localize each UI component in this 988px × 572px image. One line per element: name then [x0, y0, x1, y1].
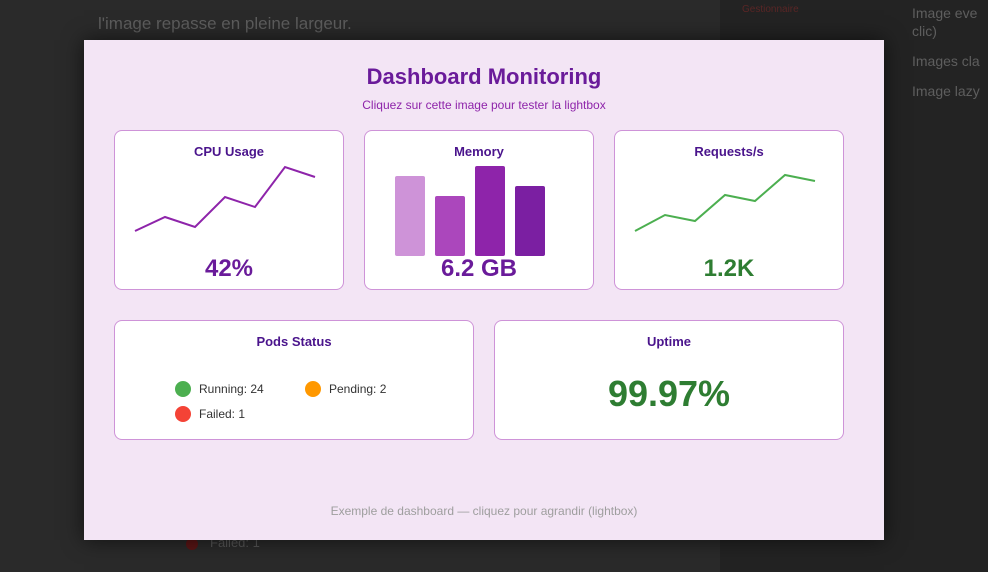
background-side-item: Images cla — [912, 53, 980, 69]
uptime-card: Uptime 99.97% — [494, 320, 844, 440]
uptime-title: Uptime — [646, 334, 692, 349]
background-side-item: Image lazy — [912, 83, 980, 99]
pods-pending-label: Pending: 2 — [329, 382, 387, 396]
uptime-value: 99.97% — [607, 373, 731, 414]
status-dot-icon — [305, 381, 321, 397]
background-side-item: Image eve — [912, 5, 978, 21]
pods-failed-item: Failed: 1 — [175, 406, 245, 422]
requests-chart — [634, 173, 816, 232]
dashboard-subtitle: Cliquez sur cette image pour tester la l… — [362, 98, 606, 112]
cpu-usage-title: CPU Usage — [193, 144, 265, 159]
memory-bar — [515, 186, 545, 256]
requests-line — [634, 173, 816, 232]
pods-status-title: Pods Status — [256, 334, 332, 349]
pods-status-card: Pods Status Running: 24 Pending: 2 Faile… — [114, 320, 474, 440]
cpu-usage-value: 42% — [204, 255, 254, 282]
memory-card: Memory 6.2 GB — [364, 130, 594, 290]
status-dot-icon — [175, 406, 191, 422]
memory-title: Memory — [454, 144, 504, 159]
requests-card: Requests/s 1.2K — [614, 130, 844, 290]
dashboard-title: Dashboard Monitoring — [366, 64, 602, 89]
pods-pending-item: Pending: 2 — [305, 381, 386, 397]
background-text-line: l'image repasse en pleine largeur. — [98, 14, 352, 33]
requests-value: 1.2K — [703, 255, 755, 282]
status-dot-icon — [175, 381, 191, 397]
pods-running-label: Running: 24 — [199, 382, 264, 396]
background-side-item: clic) — [912, 23, 937, 39]
pods-running-item: Running: 24 — [175, 381, 264, 397]
lightbox-image[interactable]: Dashboard Monitoring Cliquez sur cette i… — [84, 40, 884, 540]
memory-bar — [395, 176, 425, 256]
requests-title: Requests/s — [694, 144, 764, 159]
memory-value: 6.2 GB — [440, 255, 518, 282]
background-red-link: Gestionnaire — [742, 4, 799, 15]
dashboard-caption: Exemple de dashboard — cliquez pour agra… — [330, 504, 638, 518]
cpu-usage-chart — [134, 165, 316, 232]
pods-failed-label: Failed: 1 — [199, 407, 246, 421]
memory-chart — [395, 166, 545, 256]
cpu-usage-card: CPU Usage 42% — [114, 130, 344, 290]
background-status-dot-icon — [186, 538, 198, 550]
memory-bar — [435, 196, 465, 256]
cpu-usage-line — [134, 165, 316, 232]
memory-bar — [475, 166, 505, 256]
